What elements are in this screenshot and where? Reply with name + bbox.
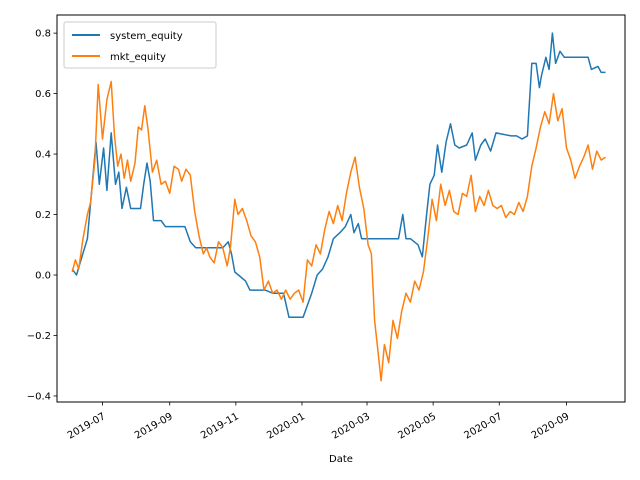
series-layer: [71, 32, 606, 382]
legend-box: [63, 21, 217, 69]
y-tick-label: 0.6: [35, 89, 51, 100]
legend-label-system-equity: system_equity: [110, 31, 183, 42]
legend-label-mkt-equity: mkt_equity: [110, 52, 166, 63]
x-axis-label: Date: [329, 454, 353, 465]
y-tick-label: 0.4: [35, 150, 51, 161]
legend: system_equity mkt_equity: [63, 21, 217, 69]
axes-frame: [56, 14, 626, 403]
y-tick-label: −0.2: [27, 331, 51, 342]
y-tick-label: 0.8: [35, 29, 51, 40]
series-line-mkt-equity: [71, 80, 606, 382]
plot-area: [56, 14, 626, 403]
y-tick-label: 0.0: [35, 271, 51, 282]
y-tick-label: 0.2: [35, 210, 51, 221]
y-tick-label: −0.4: [27, 391, 51, 402]
y-axis: −0.4 −0.2 0.0 0.2 0.4 0.6 0.8: [27, 29, 57, 402]
series-line-system-equity: [71, 32, 606, 319]
